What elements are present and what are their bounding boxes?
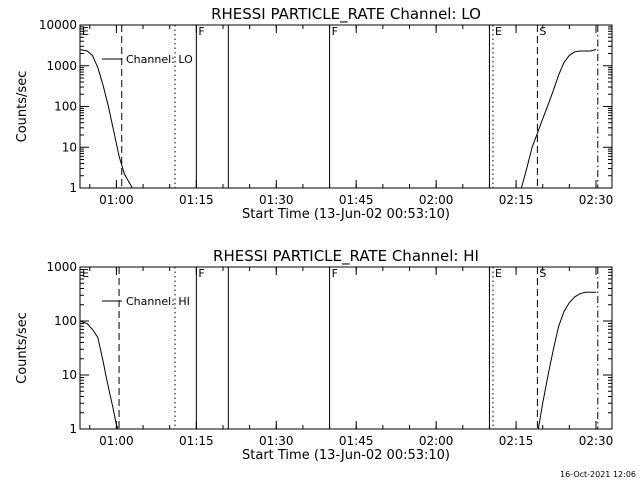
y-tick-label: 10000 [39, 18, 77, 32]
y-tick-label: 1 [69, 181, 77, 195]
event-marker-label: S [539, 267, 546, 280]
x-tick-label: 01:45 [339, 434, 374, 448]
event-marker-label: F [198, 267, 204, 280]
y-tick-label: 1000 [46, 59, 77, 73]
event-marker-label: F [332, 25, 338, 38]
event-marker-label: E [495, 267, 502, 280]
chart-panel-lo: RHESSI PARTICLE_RATE Channel: LO Start Ti… [15, 5, 613, 222]
series-line [79, 320, 119, 430]
chart-title: RHESSI PARTICLE_RATE Channel: HI [213, 247, 479, 266]
event-marker-label: F [198, 25, 204, 38]
event-marker-label: E [495, 25, 502, 38]
y-tick-label: 10 [62, 140, 77, 154]
x-tick-label: 02:30 [579, 193, 614, 207]
date-stamp: 16-Oct-2021 12:06 [560, 470, 636, 479]
y-tick-label: 1000 [46, 260, 77, 274]
series-line [79, 49, 133, 189]
x-tick-label: 01:00 [99, 193, 134, 207]
plot-frame [79, 266, 613, 430]
y-tick-label: 10 [62, 368, 77, 382]
series-line [537, 291, 596, 430]
event-marker-label: S [539, 25, 546, 38]
x-tick-label: 01:15 [179, 434, 214, 448]
x-tick-label: 02:00 [419, 434, 454, 448]
x-tick-label: 02:15 [499, 434, 534, 448]
y-axis-label: Counts/sec [15, 312, 30, 384]
x-tick-label: 02:15 [499, 193, 534, 207]
x-tick-label: 01:15 [179, 193, 214, 207]
event-marker-label: F [332, 267, 338, 280]
x-axis-label: Start Time (13-Jun-02 00:53:10) [242, 448, 450, 463]
x-tick-label: 02:00 [419, 193, 454, 207]
y-tick-label: 100 [54, 314, 77, 328]
legend-entry: Channel: LO [126, 53, 193, 66]
x-tick-label: 01:45 [339, 193, 374, 207]
x-axis-label: Start Time (13-Jun-02 00:53:10) [242, 207, 450, 222]
x-tick-label: 01:30 [259, 434, 294, 448]
y-tick-label: 100 [54, 100, 77, 114]
series-line [520, 49, 597, 189]
y-tick-label: 1 [69, 422, 77, 436]
x-tick-label: 01:00 [99, 434, 134, 448]
plot-frame [79, 24, 613, 189]
x-tick-label: 02:30 [579, 434, 614, 448]
legend-entry: Channel: HI [126, 295, 190, 308]
x-tick-label: 01:30 [259, 193, 294, 207]
y-axis-label: Counts/sec [15, 71, 30, 143]
event-marker-label: E [82, 267, 89, 280]
event-marker-label: E [82, 25, 89, 38]
chart-title: RHESSI PARTICLE_RATE Channel: LO [211, 5, 481, 24]
chart-panel-hi: RHESSI PARTICLE_RATE Channel: HI Start Ti… [15, 247, 613, 463]
